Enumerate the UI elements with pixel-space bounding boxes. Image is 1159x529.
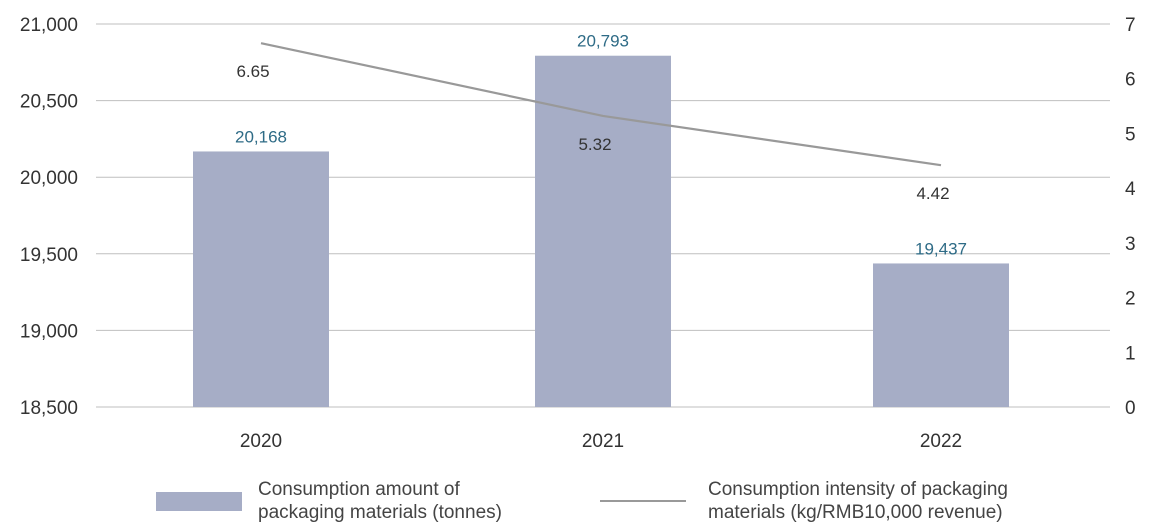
legend-bar-swatch — [156, 491, 242, 511]
y-right-tick-label: 7 — [1125, 15, 1136, 36]
y-left-tick-label: 20,000 — [20, 168, 78, 189]
y-right-tick-label: 3 — [1125, 234, 1136, 255]
y-right-tick-label: 2 — [1125, 289, 1136, 310]
y-right-tick-label: 6 — [1125, 70, 1136, 91]
combo-chart: 20,168 20,793 19,437 6.65 5.32 4.42 18,500 19,… — [20, 15, 1136, 452]
bar — [193, 151, 329, 407]
line-value-label: 5.32 — [578, 135, 611, 154]
y-left-tick-label: 19,500 — [20, 245, 78, 266]
legend-line-swatch — [600, 500, 686, 502]
y-left-tick-label: 21,000 — [20, 15, 78, 36]
y-right-tick-label: 5 — [1125, 124, 1136, 145]
line-value-label: 6.65 — [236, 62, 269, 81]
legend-label-line: materials (kg/RMB10,000 revenue) — [708, 502, 1003, 523]
bar-value-label: 20,793 — [577, 32, 629, 51]
x-tick-label: 2022 — [920, 431, 962, 452]
legend-label-consumption-intensity: Consumption intensity of packaging mater… — [708, 478, 1008, 524]
x-tick-label: 2020 — [240, 431, 282, 452]
y-left-tick-label: 20,500 — [20, 92, 78, 113]
y-right-tick-label: 0 — [1125, 398, 1136, 419]
y-left-tick-label: 19,000 — [20, 321, 78, 342]
bars — [193, 55, 1009, 407]
line-value-label: 4.42 — [916, 184, 949, 203]
data-labels: 20,168 20,793 19,437 6.65 5.32 4.42 — [235, 32, 967, 259]
legend-label-line: packaging materials (tonnes) — [258, 502, 502, 523]
y-right-tick-label: 4 — [1125, 179, 1136, 200]
legend-label-line: Consumption intensity of packaging — [708, 479, 1008, 500]
bar — [535, 55, 671, 407]
bar-value-label: 19,437 — [915, 239, 967, 258]
bar-value-label: 20,168 — [235, 127, 287, 146]
y-right-tick-label: 1 — [1125, 343, 1136, 364]
bar — [873, 263, 1009, 407]
axes: 18,500 19,000 19,500 20,000 20,500 21,000 0 1 2 3… — [20, 15, 1136, 452]
legend-item-consumption-amount: Consumption amount of packaging material… — [156, 478, 502, 524]
legend-item-consumption-intensity: Consumption intensity of packaging mater… — [600, 478, 1008, 524]
y-left-tick-label: 18,500 — [20, 398, 78, 419]
x-tick-label: 2021 — [582, 431, 624, 452]
legend-label-line: Consumption amount of — [258, 479, 460, 500]
legend-label-consumption-amount: Consumption amount of packaging material… — [258, 478, 502, 524]
legend: Consumption amount of packaging material… — [0, 474, 1159, 529]
intensity-line — [260, 42, 942, 167]
